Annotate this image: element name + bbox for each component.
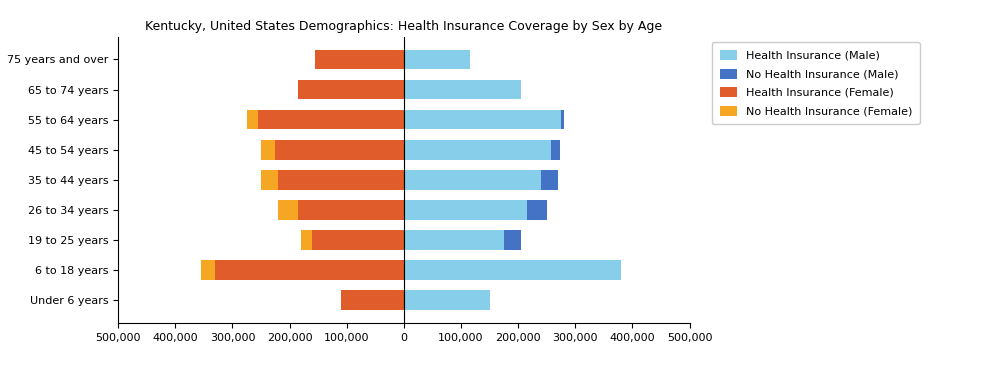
Bar xyxy=(301,230,312,250)
Bar xyxy=(298,200,404,220)
Bar xyxy=(541,170,558,190)
Bar xyxy=(404,80,521,99)
Bar xyxy=(404,230,504,250)
Bar xyxy=(315,50,404,69)
Legend: Health Insurance (Male), No Health Insurance (Male), Health Insurance (Female), : Health Insurance (Male), No Health Insur… xyxy=(712,42,920,124)
Bar xyxy=(216,260,404,280)
Bar xyxy=(404,50,470,69)
Bar xyxy=(261,170,278,190)
Bar xyxy=(404,110,561,130)
Bar xyxy=(201,260,216,280)
Bar xyxy=(552,140,559,160)
Bar xyxy=(246,110,258,130)
Bar xyxy=(278,170,404,190)
Bar xyxy=(404,200,527,220)
Bar xyxy=(261,140,276,160)
Bar xyxy=(276,140,404,160)
Bar xyxy=(278,200,298,220)
Bar xyxy=(527,200,547,220)
Bar xyxy=(404,260,621,280)
Bar xyxy=(404,140,552,160)
Bar xyxy=(404,290,490,310)
Bar xyxy=(298,80,404,99)
Bar xyxy=(404,170,541,190)
Bar xyxy=(258,110,404,130)
Bar xyxy=(504,230,521,250)
Title: Kentucky, United States Demographics: Health Insurance Coverage by Sex by Age: Kentucky, United States Demographics: He… xyxy=(145,20,662,33)
Bar xyxy=(561,110,563,130)
Bar xyxy=(341,290,404,310)
Bar xyxy=(312,230,404,250)
